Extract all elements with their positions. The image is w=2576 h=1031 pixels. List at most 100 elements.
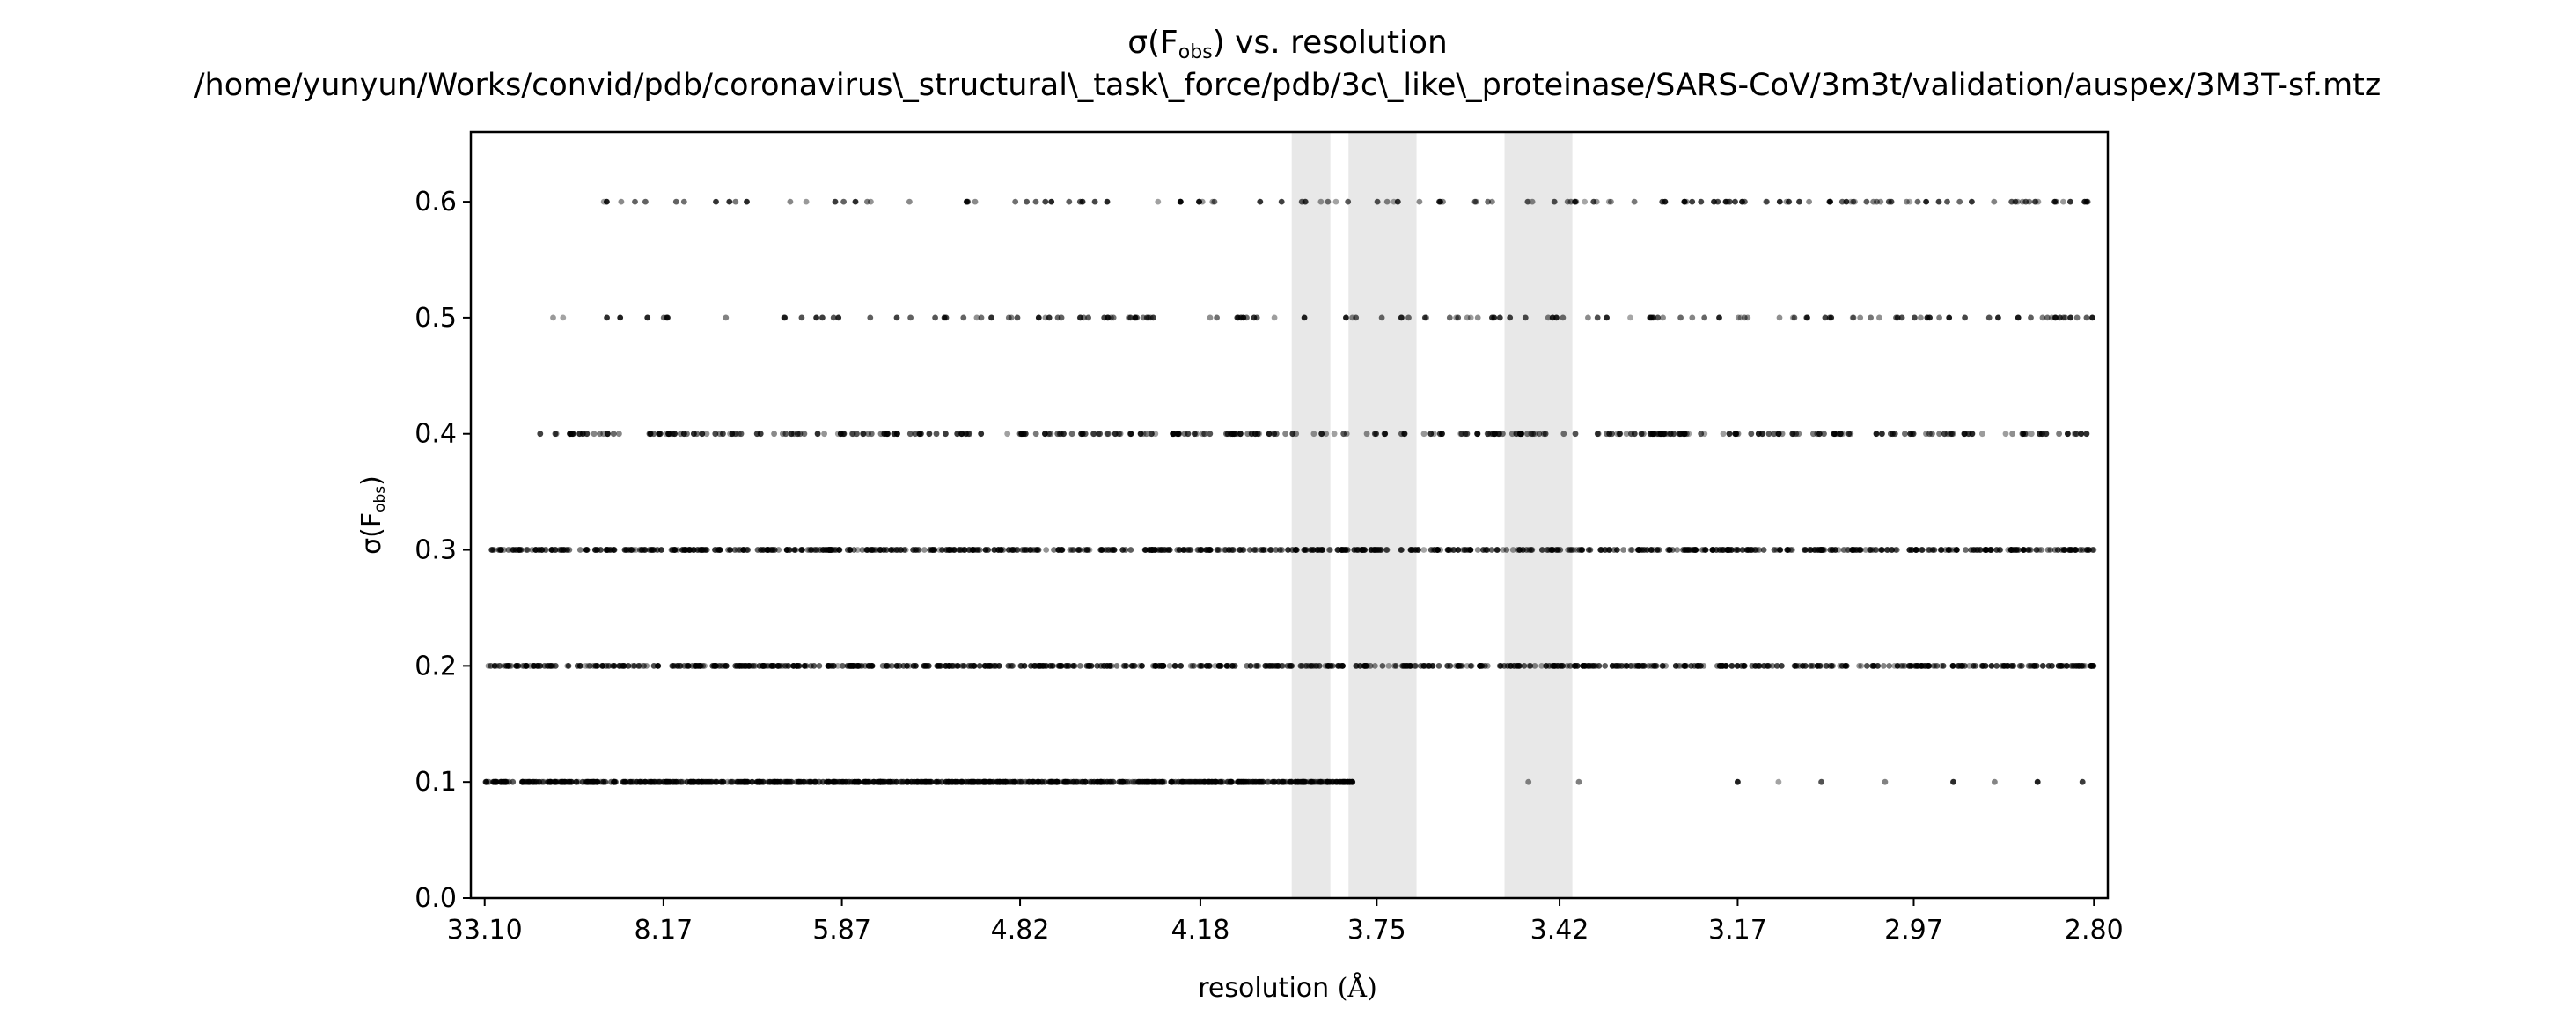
data-point-2085 (1568, 547, 1575, 553)
data-point-2068 (1075, 547, 1082, 553)
data-point-692 (754, 778, 761, 785)
data-point-700 (1525, 778, 1532, 785)
data-point-1117 (1913, 663, 1920, 669)
data-point-2662 (1199, 198, 1206, 205)
data-point-2576 (1110, 314, 1117, 321)
chart-title-subscript: obs (1178, 41, 1213, 63)
data-point-2555 (1085, 314, 1091, 321)
data-point-2602 (1582, 198, 1588, 205)
data-point-576 (524, 778, 531, 785)
data-point-2653 (1843, 198, 1850, 205)
data-point-1245 (1938, 663, 1945, 669)
data-point-973 (1567, 663, 1574, 669)
data-point-495 (1280, 778, 1287, 785)
data-point-515 (737, 778, 743, 785)
data-point-387 (1038, 778, 1045, 785)
data-point-2383 (814, 431, 821, 438)
data-point-2694 (964, 198, 971, 205)
x-tick-label-0: 33.10 (447, 915, 523, 946)
data-point-1241 (1496, 663, 1503, 669)
data-point-2689 (1042, 198, 1049, 205)
data-point-1959 (1565, 547, 1571, 553)
data-point-2711 (1852, 198, 1858, 205)
data-point-672 (713, 778, 719, 785)
data-point-1633 (1544, 547, 1551, 553)
data-point-2422 (1670, 431, 1677, 438)
data-point-586 (565, 778, 572, 785)
data-point-2284 (729, 431, 736, 438)
data-point-880 (1932, 663, 1938, 669)
data-point-1842 (1493, 547, 1501, 553)
data-point-1693 (1919, 547, 1926, 553)
data-point-1644 (1771, 547, 1778, 553)
data-point-2487 (2051, 314, 2059, 321)
data-point-593 (889, 778, 896, 785)
data-point-2574 (1398, 314, 1405, 321)
data-point-2483 (1655, 314, 1662, 321)
data-point-1803 (1879, 547, 1885, 553)
data-point-1313 (1554, 663, 1561, 669)
data-point-1657 (1857, 547, 1864, 553)
data-point-2286 (1420, 431, 1427, 438)
data-point-691 (1312, 778, 1318, 785)
data-point-659 (1030, 778, 1036, 785)
data-point-959 (1139, 663, 1145, 669)
data-point-1151 (750, 663, 757, 669)
data-point-2357 (1127, 431, 1134, 438)
data-point-1069 (655, 663, 662, 669)
y-tick-label-3: 0.3 (415, 535, 457, 566)
data-point-2384 (906, 431, 914, 438)
data-point-2059 (1868, 547, 1874, 553)
data-point-1828 (1906, 547, 1913, 553)
data-point-1408 (564, 663, 571, 669)
data-point-792 (1009, 663, 1016, 669)
data-point-814 (1297, 663, 1304, 669)
data-point-1630 (1327, 547, 1333, 553)
data-point-1954 (668, 547, 675, 553)
data-point-1129 (1244, 663, 1251, 669)
data-point-1374 (945, 663, 952, 669)
data-point-1998 (1829, 547, 1836, 553)
data-point-1875 (939, 547, 945, 553)
data-point-2585 (1048, 198, 1055, 205)
data-point-2214 (576, 431, 583, 438)
data-point-2201 (1271, 431, 1278, 438)
data-point-1164 (1316, 663, 1323, 669)
data-point-2589 (1605, 198, 1612, 205)
data-point-1156 (1107, 663, 1113, 669)
data-point-2402 (656, 431, 663, 438)
data-point-1375 (760, 663, 767, 669)
data-point-1168 (934, 663, 941, 669)
data-point-2094 (1545, 547, 1551, 553)
data-point-634 (1175, 778, 1182, 785)
data-point-2627 (2051, 198, 2059, 205)
data-point-1406 (777, 663, 783, 669)
data-point-1792 (1760, 547, 1767, 553)
data-point-2022 (715, 547, 721, 553)
data-point-2604 (1024, 198, 1030, 205)
data-point-2000 (1408, 547, 1414, 553)
data-point-1646 (1165, 547, 1172, 553)
data-point-1757 (1503, 547, 1510, 553)
data-point-2640 (803, 198, 810, 205)
data-point-2239 (849, 431, 856, 438)
data-point-2621 (1796, 198, 1802, 205)
data-point-540 (1023, 778, 1029, 785)
data-point-1158 (869, 663, 875, 669)
data-point-2283 (916, 431, 923, 438)
data-point-2096 (1368, 547, 1375, 553)
data-point-1340 (1543, 663, 1550, 669)
data-point-1292 (2031, 663, 2038, 669)
data-point-1310 (884, 663, 892, 669)
data-point-1836 (1285, 547, 1291, 553)
data-point-1220 (1636, 663, 1643, 669)
data-point-1295 (1040, 663, 1046, 669)
data-point-524 (1168, 778, 1175, 785)
data-point-1674 (2084, 547, 2091, 553)
data-point-2718 (868, 198, 874, 205)
data-point-2672 (1806, 198, 1813, 205)
data-point-1050 (840, 663, 846, 669)
data-point-1413 (1488, 547, 1495, 553)
data-point-760 (1191, 663, 1198, 669)
